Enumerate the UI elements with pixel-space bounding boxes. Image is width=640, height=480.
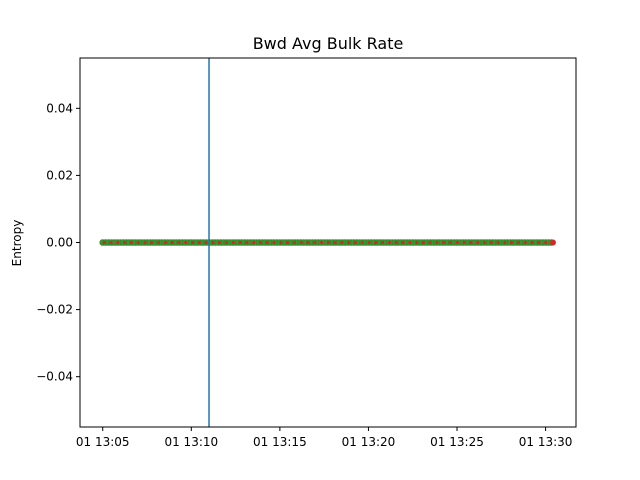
y-tick-label: −0.02: [36, 303, 73, 317]
data-point-accent: [387, 240, 392, 245]
data-point-accent: [360, 240, 364, 245]
data-point-accent: [109, 240, 113, 245]
data-point-accent: [496, 240, 500, 245]
data-point-accent: [150, 240, 154, 245]
data-point-accent: [129, 240, 133, 245]
data-point-accent: [136, 240, 140, 245]
plot-layer: 0.04 0.02 0.00 −0.02 −0.04 01 13:05 01 13:10 01…: [36, 58, 572, 449]
y-tick-label: 0.02: [46, 168, 73, 182]
data-point-accent: [340, 240, 344, 245]
data-point-accent: [319, 240, 324, 245]
y-tick-label: 0.00: [46, 236, 73, 250]
data-point-accent: [184, 240, 188, 245]
data-point-last: [549, 239, 556, 246]
data-point-accent: [177, 240, 181, 245]
data-point-accent: [367, 240, 371, 245]
data-point-accent: [252, 240, 256, 245]
data-point-accent: [394, 240, 398, 245]
data-point-accent: [428, 240, 432, 245]
data-point-accent: [211, 240, 215, 245]
data-point-accent: [279, 240, 283, 245]
x-tick-label: 01 13:20: [342, 435, 396, 449]
data-point-accent: [537, 240, 541, 245]
data-point-accent: [163, 240, 167, 245]
data-point-accent: [469, 240, 473, 245]
data-point-accent: [204, 240, 208, 245]
data-point-accent: [224, 240, 229, 245]
x-tick-label: 01 13:15: [253, 435, 307, 449]
data-point-accent: [421, 240, 425, 245]
data-point-accent: [116, 240, 120, 245]
data-point-accent: [292, 240, 296, 245]
data-point-accent: [306, 240, 310, 245]
data-point-accent: [510, 240, 514, 245]
data-point-accent: [258, 240, 262, 245]
data-point-accent: [448, 240, 453, 245]
data-point-accent: [482, 240, 487, 245]
data-point-accent: [462, 240, 466, 245]
data-point-accent: [523, 240, 527, 245]
data-point-accent: [122, 240, 127, 245]
data-point-accent: [218, 240, 222, 245]
y-tick-label: 0.04: [46, 101, 73, 115]
data-point-accent: [408, 240, 412, 245]
data-point-accent: [313, 240, 317, 245]
data-point-accent: [285, 240, 290, 245]
data-point-accent: [374, 240, 378, 245]
data-point-accent: [272, 240, 276, 245]
data-point-accent: [476, 240, 480, 245]
data-point-accent: [414, 240, 419, 245]
data-point-accent: [381, 240, 385, 245]
data-point-accent: [530, 240, 534, 245]
data-point-accent: [299, 240, 303, 245]
data-point-accent: [455, 240, 459, 245]
data-point-accent: [245, 240, 249, 245]
x-tick-label: 01 13:10: [164, 435, 218, 449]
data-point-accent: [231, 240, 235, 245]
x-tick-label: 01 13:05: [76, 435, 130, 449]
data-point-accent: [197, 240, 201, 245]
data-point-accent: [516, 240, 521, 245]
data-point-accent: [503, 240, 507, 245]
data-point-accent: [156, 240, 161, 245]
data-point-accent: [143, 240, 147, 245]
data-point-accent: [102, 240, 106, 245]
data-point-accent: [353, 240, 358, 245]
data-point-accent: [238, 240, 242, 245]
chart-title: Bwd Avg Bulk Rate: [253, 34, 404, 53]
x-tick-label: 01 13:30: [519, 435, 573, 449]
data-point-accent: [543, 240, 548, 245]
data-point-accent: [442, 240, 446, 245]
y-tick-label: −0.04: [36, 370, 73, 384]
data-point-accent: [333, 240, 337, 245]
y-axis-label: Entropy: [10, 220, 24, 267]
x-tick-label: 01 13:25: [430, 435, 484, 449]
data-point-accent: [190, 240, 195, 245]
data-point-accent: [435, 240, 439, 245]
data-point-accent: [326, 240, 330, 245]
data-point-accent: [401, 240, 405, 245]
data-point-accent: [170, 240, 174, 245]
plot-frame: [79, 57, 577, 428]
data-point-accent: [265, 240, 269, 245]
data-point-accent: [489, 240, 493, 245]
data-point-accent: [347, 240, 351, 245]
